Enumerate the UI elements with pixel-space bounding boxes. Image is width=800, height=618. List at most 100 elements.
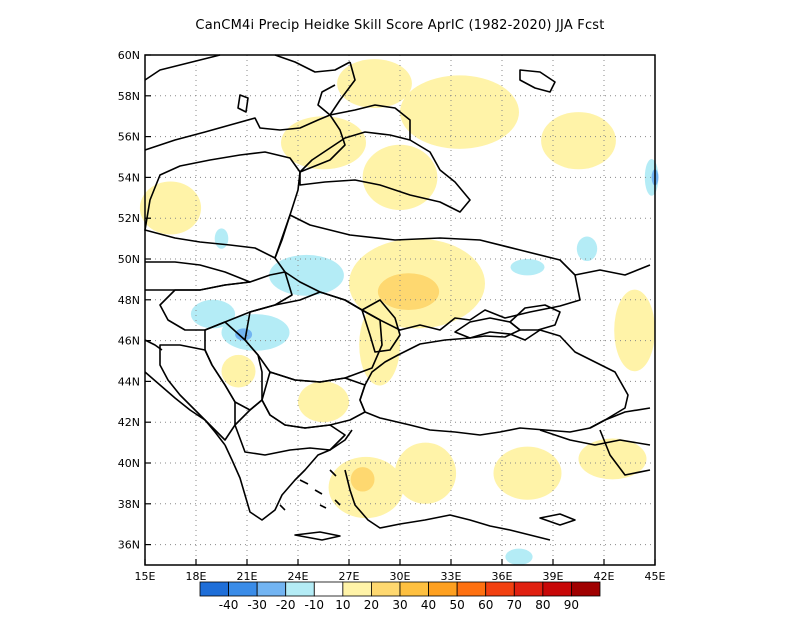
- scandinavia-coast: [144, 54, 221, 81]
- lon-tick-label: 33E: [441, 570, 462, 583]
- border-turkey-east: [539, 429, 651, 446]
- border-baltics: [299, 104, 411, 173]
- colorbar-label: -10: [304, 598, 324, 612]
- skill-region-7: [377, 273, 440, 311]
- colorbar-label: 80: [535, 598, 550, 612]
- aegean-coast: [224, 429, 353, 521]
- colorbar-label: 40: [421, 598, 436, 612]
- colorbar-swatch: [371, 581, 401, 597]
- colorbar-swatch: [342, 581, 372, 597]
- lat-tick-label: 42N: [118, 416, 140, 429]
- lat-tick-label: 58N: [118, 90, 140, 103]
- skill-region-18: [221, 314, 290, 351]
- lon-tick-label: 21E: [237, 570, 258, 583]
- skill-region-20: [235, 328, 253, 341]
- adriatic-coast: [144, 371, 226, 446]
- baltic-coast: [144, 61, 356, 151]
- colorbar-label: -20: [276, 598, 296, 612]
- gotland: [237, 94, 249, 113]
- turkey-coast: [344, 469, 551, 541]
- skill-region-3: [541, 112, 616, 170]
- lon-tick-label: 27E: [339, 570, 360, 583]
- lat-tick-label: 38N: [118, 498, 140, 511]
- colorbar-label: 60: [478, 598, 493, 612]
- azov-coast: [509, 304, 561, 331]
- colorbar-swatch: [399, 581, 429, 597]
- colorbar-swatch: [199, 581, 229, 597]
- finland-coast: [274, 54, 351, 73]
- colorbar-swatch: [285, 581, 315, 597]
- skill-region-25: [214, 228, 229, 249]
- colorbar-label: 50: [450, 598, 465, 612]
- skill-region-21: [510, 259, 545, 276]
- crete: [294, 531, 341, 541]
- skill-region-17: [269, 254, 344, 296]
- lon-tick-label: 42E: [594, 570, 615, 583]
- lat-tick-label: 48N: [118, 294, 140, 307]
- colorbar-swatch: [485, 581, 515, 597]
- colorbar-swatch: [428, 581, 458, 597]
- lon-tick-label: 39E: [543, 570, 564, 583]
- lat-tick-label: 60N: [118, 49, 140, 62]
- gridlines: [145, 55, 655, 565]
- lat-tick-label: 54N: [118, 171, 140, 184]
- border-greece-north: [234, 399, 346, 456]
- border-caucasus: [589, 407, 651, 429]
- colorbar-label: 30: [392, 598, 407, 612]
- lon-tick-label: 30E: [390, 570, 411, 583]
- aegean-islands: [279, 469, 341, 511]
- colorbar-swatch: [542, 581, 572, 597]
- colorbar-label: -30: [247, 598, 267, 612]
- skill-region-16: [221, 354, 256, 388]
- lat-tick-label: 46N: [118, 335, 140, 348]
- country-borders: [144, 54, 651, 541]
- lat-tick-label: 40N: [118, 457, 140, 470]
- lat-tick-label: 36N: [118, 539, 140, 552]
- colorbar-label: 10: [335, 598, 350, 612]
- lon-tick-label: 18E: [186, 570, 207, 583]
- colorbar-swatch: [228, 581, 258, 597]
- latitude-ticks: 60N 58N 56N 54N 52N 50N 48N 46N 44N 42N 40N 38N 36N: [118, 49, 151, 552]
- border-romania: [244, 291, 383, 383]
- cyprus: [539, 513, 576, 526]
- lake-ladoga: [519, 69, 556, 93]
- skill-region-12: [394, 442, 457, 504]
- border-balkans-west: [159, 344, 236, 441]
- border-austria-czech: [145, 261, 251, 291]
- skill-region-13: [493, 446, 562, 500]
- border-ukraine: [274, 214, 581, 331]
- skill-region-15: [614, 289, 655, 372]
- lon-tick-label: 15E: [135, 570, 156, 583]
- skill-region-2: [400, 75, 519, 149]
- lon-tick-label: 36E: [492, 570, 513, 583]
- lat-tick-label: 44N: [118, 375, 140, 388]
- longitude-ticks: 15E 18E 21E 24E 27E 30E 33E 36E 39E 42E 45E: [135, 559, 666, 583]
- border-belarus: [299, 131, 471, 213]
- skill-region-0: [337, 59, 412, 109]
- lat-tick-label: 50N: [118, 253, 140, 266]
- skill-score-fields: [139, 59, 659, 566]
- colorbar-label: 90: [564, 598, 579, 612]
- lon-tick-label: 24E: [288, 570, 309, 583]
- colorbar-label: 70: [507, 598, 522, 612]
- skill-region-22: [576, 236, 598, 262]
- colorbar-swatch: [456, 581, 487, 597]
- lon-tick-label: 45E: [645, 570, 666, 583]
- chart-title: CanCM4i Precip Heidke Skill Score AprIC …: [195, 18, 605, 33]
- skill-region-9: [298, 381, 349, 423]
- colorbar-swatch: [256, 581, 287, 597]
- lat-tick-label: 52N: [118, 212, 140, 225]
- colorbar-swatch: [571, 581, 601, 597]
- skill-region-11: [350, 467, 375, 492]
- colorbar-swatch: [313, 581, 344, 597]
- colorbar-label: 20: [364, 598, 379, 612]
- gulf-of-riga: [317, 84, 336, 116]
- skill-region-5: [139, 181, 202, 235]
- colorbar: [199, 581, 601, 597]
- colorbar-swatch: [513, 581, 544, 597]
- colorbar-label: -40: [219, 598, 239, 612]
- skill-region-26: [505, 548, 533, 566]
- border-russia-south: [574, 264, 651, 276]
- skill-region-19: [190, 299, 236, 329]
